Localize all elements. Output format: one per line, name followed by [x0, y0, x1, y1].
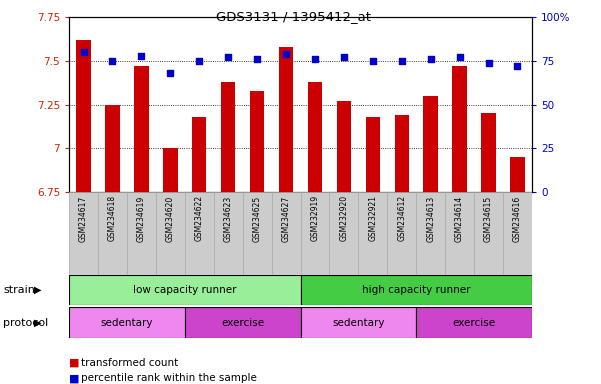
- Bar: [69, 275, 300, 305]
- Point: [426, 56, 436, 62]
- Bar: [300, 275, 532, 305]
- Bar: [185, 192, 214, 275]
- Bar: [329, 192, 358, 275]
- Text: exercise: exercise: [221, 318, 264, 328]
- Bar: [127, 192, 156, 275]
- Bar: [134, 66, 148, 192]
- Bar: [250, 91, 264, 192]
- Bar: [300, 307, 416, 338]
- Bar: [156, 192, 185, 275]
- Point: [484, 60, 493, 66]
- Point: [79, 49, 88, 55]
- Text: GSM234622: GSM234622: [195, 195, 204, 242]
- Bar: [69, 192, 98, 275]
- Bar: [510, 157, 525, 192]
- Text: ■: ■: [69, 358, 79, 368]
- Point: [513, 63, 522, 69]
- Bar: [308, 82, 322, 192]
- Text: ▶: ▶: [34, 318, 41, 328]
- Text: GSM234615: GSM234615: [484, 195, 493, 242]
- Text: GSM232920: GSM232920: [340, 195, 349, 242]
- Bar: [185, 307, 300, 338]
- Bar: [221, 82, 236, 192]
- Bar: [394, 115, 409, 192]
- Bar: [163, 148, 177, 192]
- Text: GSM234625: GSM234625: [252, 195, 261, 242]
- Text: GSM234627: GSM234627: [281, 195, 290, 242]
- Bar: [279, 47, 293, 192]
- Bar: [445, 192, 474, 275]
- Point: [368, 58, 377, 64]
- Point: [136, 53, 146, 59]
- Text: strain: strain: [3, 285, 35, 295]
- Text: sedentary: sedentary: [101, 318, 153, 328]
- Text: GSM234612: GSM234612: [397, 195, 406, 242]
- Bar: [243, 192, 272, 275]
- Bar: [416, 192, 445, 275]
- Text: GSM234623: GSM234623: [224, 195, 233, 242]
- Text: high capacity runner: high capacity runner: [362, 285, 471, 295]
- Text: GSM232919: GSM232919: [311, 195, 320, 242]
- Bar: [416, 307, 532, 338]
- Bar: [481, 113, 496, 192]
- Bar: [365, 117, 380, 192]
- Point: [281, 51, 291, 57]
- Point: [397, 58, 406, 64]
- Text: GSM234613: GSM234613: [426, 195, 435, 242]
- Text: transformed count: transformed count: [81, 358, 178, 368]
- Bar: [98, 192, 127, 275]
- Bar: [105, 104, 120, 192]
- Point: [195, 58, 204, 64]
- Bar: [358, 192, 387, 275]
- Point: [165, 70, 175, 76]
- Text: ■: ■: [69, 373, 79, 383]
- Text: GSM234616: GSM234616: [513, 195, 522, 242]
- Point: [455, 55, 465, 61]
- Text: sedentary: sedentary: [332, 318, 385, 328]
- Text: percentile rank within the sample: percentile rank within the sample: [81, 373, 257, 383]
- Point: [339, 55, 349, 61]
- Text: GSM234617: GSM234617: [79, 195, 88, 242]
- Text: protocol: protocol: [3, 318, 48, 328]
- Bar: [474, 192, 503, 275]
- Point: [310, 56, 320, 62]
- Bar: [453, 66, 467, 192]
- Bar: [76, 40, 91, 192]
- Text: GSM234614: GSM234614: [455, 195, 464, 242]
- Text: GSM234620: GSM234620: [166, 195, 175, 242]
- Bar: [300, 192, 329, 275]
- Text: ▶: ▶: [34, 285, 41, 295]
- Bar: [503, 192, 532, 275]
- Bar: [337, 101, 351, 192]
- Bar: [214, 192, 243, 275]
- Point: [224, 55, 233, 61]
- Point: [252, 56, 262, 62]
- Text: GSM234618: GSM234618: [108, 195, 117, 242]
- Text: GSM234619: GSM234619: [137, 195, 146, 242]
- Point: [108, 58, 117, 64]
- Bar: [272, 192, 300, 275]
- Text: GSM232921: GSM232921: [368, 195, 377, 241]
- Text: GDS3131 / 1395412_at: GDS3131 / 1395412_at: [216, 10, 371, 23]
- Bar: [69, 307, 185, 338]
- Text: exercise: exercise: [453, 318, 496, 328]
- Bar: [424, 96, 438, 192]
- Bar: [192, 117, 207, 192]
- Text: low capacity runner: low capacity runner: [133, 285, 237, 295]
- Bar: [387, 192, 416, 275]
